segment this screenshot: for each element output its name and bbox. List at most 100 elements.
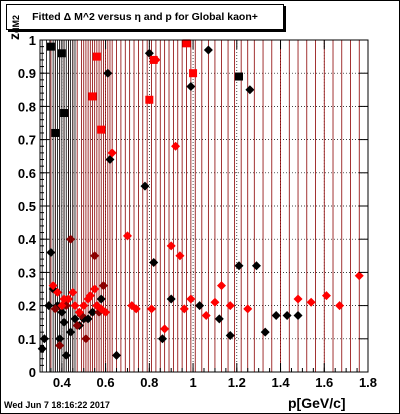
data-point-diamond bbox=[201, 311, 211, 321]
timestamp: Wed Jun 7 18:16:22 2017 bbox=[4, 400, 110, 410]
data-point-diamond bbox=[66, 327, 76, 337]
x-tick-label: 1.6 bbox=[315, 375, 333, 390]
data-point-diamond bbox=[107, 148, 117, 158]
data-point-diamond bbox=[55, 334, 65, 344]
data-point-square bbox=[97, 125, 106, 134]
y-tick-label: 1 bbox=[29, 33, 36, 48]
data-point-diamond bbox=[195, 301, 205, 311]
data-point-diamond bbox=[98, 281, 108, 291]
data-point-diamond bbox=[87, 307, 97, 317]
x-tick-label: 1.4 bbox=[271, 375, 290, 390]
data-point-diamond bbox=[203, 45, 213, 55]
data-point-square bbox=[182, 39, 191, 48]
x-tick-label: 0.8 bbox=[140, 375, 158, 390]
data-point-diamond bbox=[166, 294, 176, 304]
data-point-diamond bbox=[96, 294, 106, 304]
data-point-diamond bbox=[321, 291, 331, 301]
data-point-diamond bbox=[216, 281, 226, 291]
data-point-diamond bbox=[157, 334, 167, 344]
data-point-diamond bbox=[57, 307, 67, 317]
data-point-square bbox=[46, 42, 55, 51]
x-tick-label: 0.6 bbox=[97, 375, 115, 390]
x-axis-label: p[GeV/c] bbox=[288, 395, 346, 411]
y-tick-label: 0.1 bbox=[18, 332, 36, 347]
data-point-diamond bbox=[225, 330, 235, 340]
data-point-diamond bbox=[282, 311, 292, 321]
chart-title: Fitted Δ M^2 versus η and p for Global k… bbox=[6, 4, 284, 30]
data-point-diamond bbox=[57, 301, 67, 311]
y-tick-label: 0.3 bbox=[18, 265, 36, 280]
data-point-square bbox=[51, 128, 60, 137]
data-point-diamond bbox=[234, 261, 244, 271]
data-point-square bbox=[60, 109, 69, 118]
data-point-diamond bbox=[72, 321, 82, 331]
data-point-diamond bbox=[179, 304, 189, 314]
data-point-diamond bbox=[50, 304, 60, 314]
data-point-diamond bbox=[251, 261, 261, 271]
data-point-diamond bbox=[306, 297, 316, 307]
data-point-diamond bbox=[225, 301, 235, 311]
error-bar-lines bbox=[41, 40, 360, 372]
axis-ticks bbox=[39, 39, 369, 373]
data-point-diamond bbox=[175, 251, 185, 261]
data-point-diamond bbox=[293, 311, 303, 321]
data-point-diamond bbox=[293, 294, 303, 304]
data-point-diamond bbox=[68, 287, 78, 297]
data-point-diamond bbox=[74, 307, 84, 317]
data-point-diamond bbox=[149, 257, 159, 267]
data-point-diamond bbox=[335, 301, 345, 311]
data-point-diamond bbox=[160, 324, 170, 334]
y-tick-label: 0.2 bbox=[18, 299, 36, 314]
y-tick-label: 0 bbox=[29, 365, 36, 380]
y-tick-label: 0.4 bbox=[18, 232, 37, 247]
data-point-diamond bbox=[243, 304, 253, 314]
data-point-diamond bbox=[61, 350, 71, 360]
data-points bbox=[37, 39, 364, 360]
data-point-square bbox=[189, 69, 198, 78]
data-point-diamond bbox=[144, 48, 154, 58]
x-tick-label: 1.2 bbox=[228, 375, 246, 390]
data-point-square bbox=[145, 95, 154, 104]
axis-tick-labels: 0.4 0.6 0.8 1 1.2 1.4 1.6 1.8 0 0.1 0.2 0.3 0.4 0.5 0.… bbox=[18, 33, 377, 390]
y-tick-label: 0.7 bbox=[18, 133, 36, 148]
data-point-diamond bbox=[103, 68, 113, 78]
data-point-diamond bbox=[214, 314, 224, 324]
data-point-diamond bbox=[48, 281, 58, 291]
data-point-diamond bbox=[70, 301, 80, 311]
data-point-diamond bbox=[81, 334, 91, 344]
data-point-diamond bbox=[83, 314, 93, 324]
data-point-diamond bbox=[210, 297, 220, 307]
data-point-square bbox=[92, 52, 101, 61]
data-point-diamond bbox=[90, 284, 100, 294]
data-point-diamond bbox=[46, 247, 56, 257]
data-point-diamond bbox=[52, 287, 62, 297]
y-tick-label: 0.9 bbox=[18, 66, 36, 81]
data-point-square bbox=[234, 72, 243, 81]
data-point-diamond bbox=[186, 294, 196, 304]
data-point-diamond bbox=[55, 340, 65, 350]
y-tick-label: 0.6 bbox=[18, 166, 36, 181]
data-point-diamond bbox=[186, 81, 196, 91]
data-point-diamond bbox=[85, 291, 95, 301]
data-point-diamond bbox=[66, 234, 76, 244]
data-point-diamond bbox=[140, 181, 150, 191]
data-point-diamond bbox=[271, 311, 281, 321]
data-point-diamond bbox=[131, 304, 141, 314]
data-point-diamond bbox=[79, 301, 89, 311]
data-point-diamond bbox=[245, 85, 255, 95]
data-point-diamond bbox=[166, 241, 176, 251]
data-point-diamond bbox=[90, 251, 100, 261]
data-point-square bbox=[149, 55, 158, 64]
data-point-diamond bbox=[354, 271, 364, 281]
data-point-square bbox=[57, 49, 66, 58]
data-point-square bbox=[88, 92, 97, 101]
data-point-diamond bbox=[260, 327, 270, 337]
x-tick-label: 1.8 bbox=[359, 375, 377, 390]
x-tick-label: 0.4 bbox=[53, 375, 72, 390]
data-point-diamond bbox=[171, 141, 181, 151]
data-point-diamond bbox=[112, 350, 122, 360]
data-point-diamond bbox=[122, 231, 132, 241]
data-point-diamond bbox=[59, 317, 69, 327]
y-tick-label: 0.5 bbox=[18, 199, 36, 214]
data-point-diamond bbox=[63, 294, 73, 304]
